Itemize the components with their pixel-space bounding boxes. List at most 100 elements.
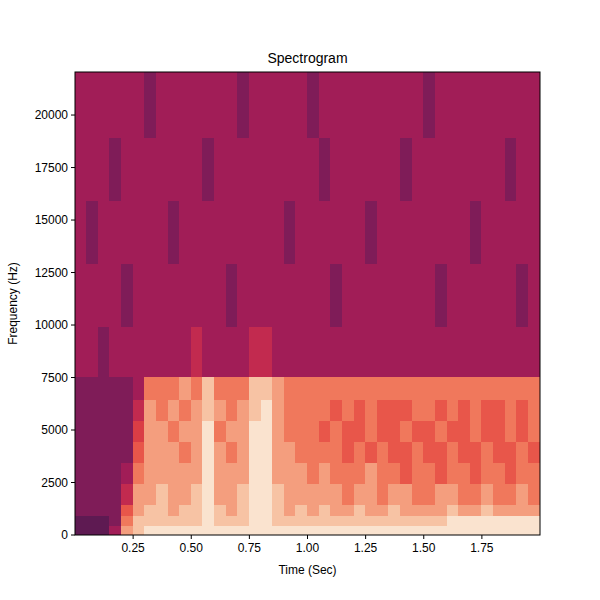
cell [98,136,111,201]
cell [98,262,111,327]
cell [319,514,332,526]
cell [109,325,123,377]
cell [191,524,204,535]
cell [237,136,251,201]
cell [412,482,425,505]
cell [191,514,204,526]
cell [447,262,460,327]
cell [330,262,344,327]
cell [342,503,355,516]
cell [505,199,518,264]
cell [261,375,274,400]
x-tick-label: 1.75 [470,541,494,555]
cell [284,72,297,138]
cell [214,482,228,505]
cell [330,72,344,138]
cell [365,461,379,484]
cell [481,419,495,442]
y-tick-label: 17500 [35,161,69,175]
cell [516,325,530,377]
cell [226,440,239,463]
cell [342,136,355,201]
cell [400,440,414,463]
cell [121,325,135,377]
cell [156,325,169,377]
cell [330,524,344,535]
cell [168,136,181,201]
cell [435,440,448,463]
cell [179,514,193,526]
cell [412,524,425,535]
cell [307,398,321,421]
cell [121,482,135,505]
cell [505,419,518,442]
cell [144,503,158,516]
cell [470,514,483,526]
cell [470,199,483,264]
cell [447,482,460,505]
cell [75,199,88,264]
cell [354,325,367,377]
cell [284,524,297,535]
cell [423,461,437,484]
cell [98,199,111,264]
cell [191,419,204,442]
y-tick [71,167,75,168]
cell [237,325,251,377]
cell [202,398,216,421]
cell [493,461,507,484]
cell [226,482,239,505]
cell [307,72,321,138]
cell [354,440,367,463]
cell [249,262,262,327]
cell [121,375,135,400]
cell [179,524,193,535]
cell [261,524,274,535]
cell [214,199,228,264]
cell [295,375,309,400]
x-tick [249,535,250,539]
cell [133,461,146,484]
cell [377,199,390,264]
cell [75,398,88,421]
cell [249,325,262,377]
cell [342,524,355,535]
cell [470,262,483,327]
cell [109,419,123,442]
cell [284,440,297,463]
cell [528,514,540,526]
cell [412,262,425,327]
cell [447,461,460,484]
cell [307,461,321,484]
cell [226,524,239,535]
cell [307,136,321,201]
cell [202,199,216,264]
cell [121,398,135,421]
cell [226,503,239,516]
cell [481,136,495,201]
cell [144,524,158,535]
cell [202,72,216,138]
cell [214,262,228,327]
cell [365,524,379,535]
cell [377,375,390,400]
cell [214,514,228,526]
cell [330,136,344,201]
cell [412,398,425,421]
cell [470,72,483,138]
cell [470,325,483,377]
cell [458,325,472,377]
cell [342,461,355,484]
cell [86,72,100,138]
cell [272,482,286,505]
cell [86,514,100,526]
cell [528,461,540,484]
cell [423,419,437,442]
cell [168,398,181,421]
cell [75,375,88,400]
y-axis-label: Frequency (Hz) [6,262,20,345]
x-tick-label: 0.50 [180,541,204,555]
cell [86,419,100,442]
cell [202,503,216,516]
cell [458,461,472,484]
